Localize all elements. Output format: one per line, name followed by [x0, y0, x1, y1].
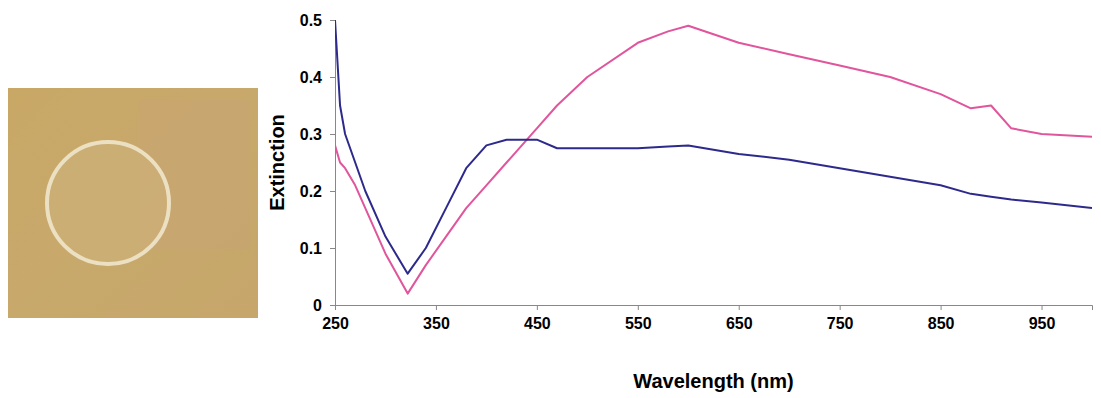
- tick: 950: [1029, 305, 1056, 332]
- tick-mark: [436, 305, 437, 310]
- tick: 0: [313, 297, 335, 314]
- tick: 250: [322, 305, 349, 332]
- tick: 750: [827, 305, 854, 332]
- tick: 0.3: [300, 126, 335, 143]
- tick-label: 650: [726, 315, 753, 332]
- tick: 550: [625, 305, 652, 332]
- tick-mark: [330, 191, 335, 192]
- tick: 0.4: [300, 69, 335, 86]
- tick: 0.5: [300, 12, 335, 29]
- tick-label: 0.1: [300, 240, 322, 257]
- series-line: [335, 20, 1092, 274]
- tick-label: 550: [625, 315, 652, 332]
- spot-ring: [47, 142, 169, 264]
- tick-mark: [840, 305, 841, 310]
- tick-mark: [638, 305, 639, 310]
- tick-label: 250: [322, 315, 349, 332]
- tick-label: 0.5: [300, 12, 322, 29]
- spot-fill: [48, 143, 168, 263]
- x-axis-title: Wavelength (nm): [633, 370, 793, 392]
- tick: 650: [726, 305, 753, 332]
- tick-mark: [941, 305, 942, 310]
- y-axis-title: Extinction: [266, 114, 288, 211]
- series-line: [335, 26, 1092, 294]
- x-axis: 250 350 450 550 650 750 850 950: [322, 305, 1092, 332]
- tick: 350: [423, 305, 450, 332]
- tick-label: 450: [524, 315, 551, 332]
- tick-mark: [330, 77, 335, 78]
- tick-label: 850: [928, 315, 955, 332]
- tick: 0.1: [300, 240, 335, 257]
- tick-mark: [1042, 305, 1043, 310]
- plot-area: [335, 20, 1092, 294]
- tick-mark: [537, 305, 538, 310]
- tick: 450: [524, 305, 551, 332]
- tick: 0.2: [300, 183, 335, 200]
- tick-mark: [330, 248, 335, 249]
- y-axis-line: [330, 21, 336, 306]
- photo: [8, 88, 258, 318]
- tick-label: 950: [1029, 315, 1056, 332]
- figure: 250 350 450 550 650 750 850 950 0 0.1 0.2 0.3 0.4 0.5…: [0, 0, 1101, 398]
- tick-label: 350: [423, 315, 450, 332]
- x-axis-line: [336, 306, 1093, 311]
- tick-mark: [739, 305, 740, 310]
- tick-label: 0.3: [300, 126, 322, 143]
- tick-label: 0.4: [300, 69, 322, 86]
- tick: 850: [928, 305, 955, 332]
- tick-label: 0.2: [300, 183, 322, 200]
- tick-mark: [330, 134, 335, 135]
- tick-label: 0: [313, 297, 322, 314]
- tick-label: 750: [827, 315, 854, 332]
- photo-background: [8, 88, 258, 318]
- tick-mark: [330, 20, 335, 21]
- y-axis: 0 0.1 0.2 0.3 0.4 0.5: [300, 12, 336, 314]
- tick-mark: [330, 305, 335, 306]
